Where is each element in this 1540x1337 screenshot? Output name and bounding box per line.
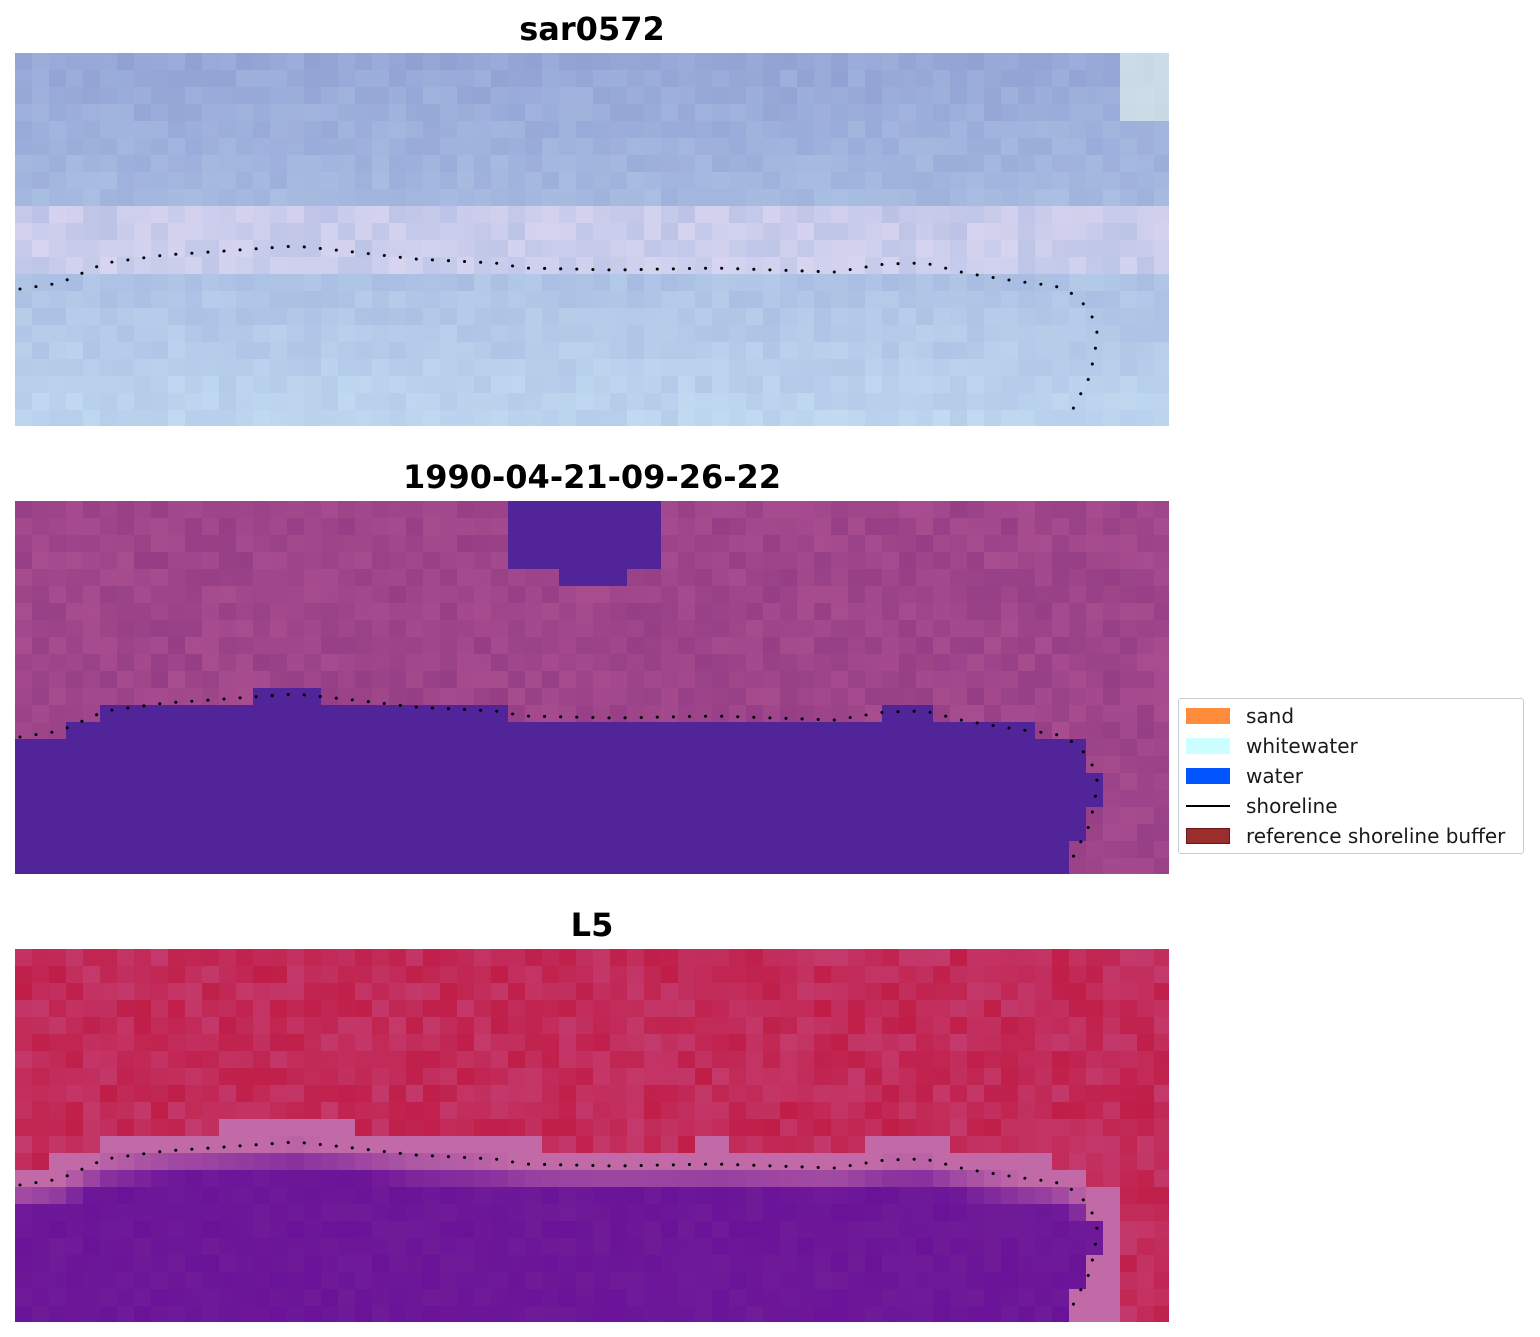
legend-label: shoreline: [1246, 794, 1338, 818]
legend-label: whitewater: [1246, 734, 1358, 758]
legend-label: water: [1246, 764, 1303, 788]
legend-label: reference shoreline buffer: [1246, 824, 1506, 848]
legend-label: sand: [1246, 704, 1295, 728]
panel-classified-image: [15, 501, 1169, 874]
panel-title-sar: sar0572: [519, 10, 665, 48]
water-swatch-icon: [1186, 768, 1230, 784]
panel-title-classified: 1990-04-21-09-26-22: [402, 458, 782, 496]
panel-title-index: L5: [570, 906, 614, 944]
panel-sar-image: [15, 53, 1169, 426]
whitewater-swatch-icon: [1186, 738, 1230, 754]
reference-buffer-swatch-icon: [1186, 828, 1230, 844]
panel-index-image: [15, 949, 1169, 1322]
shoreline-line-icon: [1186, 805, 1230, 807]
sand-swatch-icon: [1186, 708, 1230, 724]
legend: sand whitewater water shoreline referenc…: [1178, 698, 1524, 854]
